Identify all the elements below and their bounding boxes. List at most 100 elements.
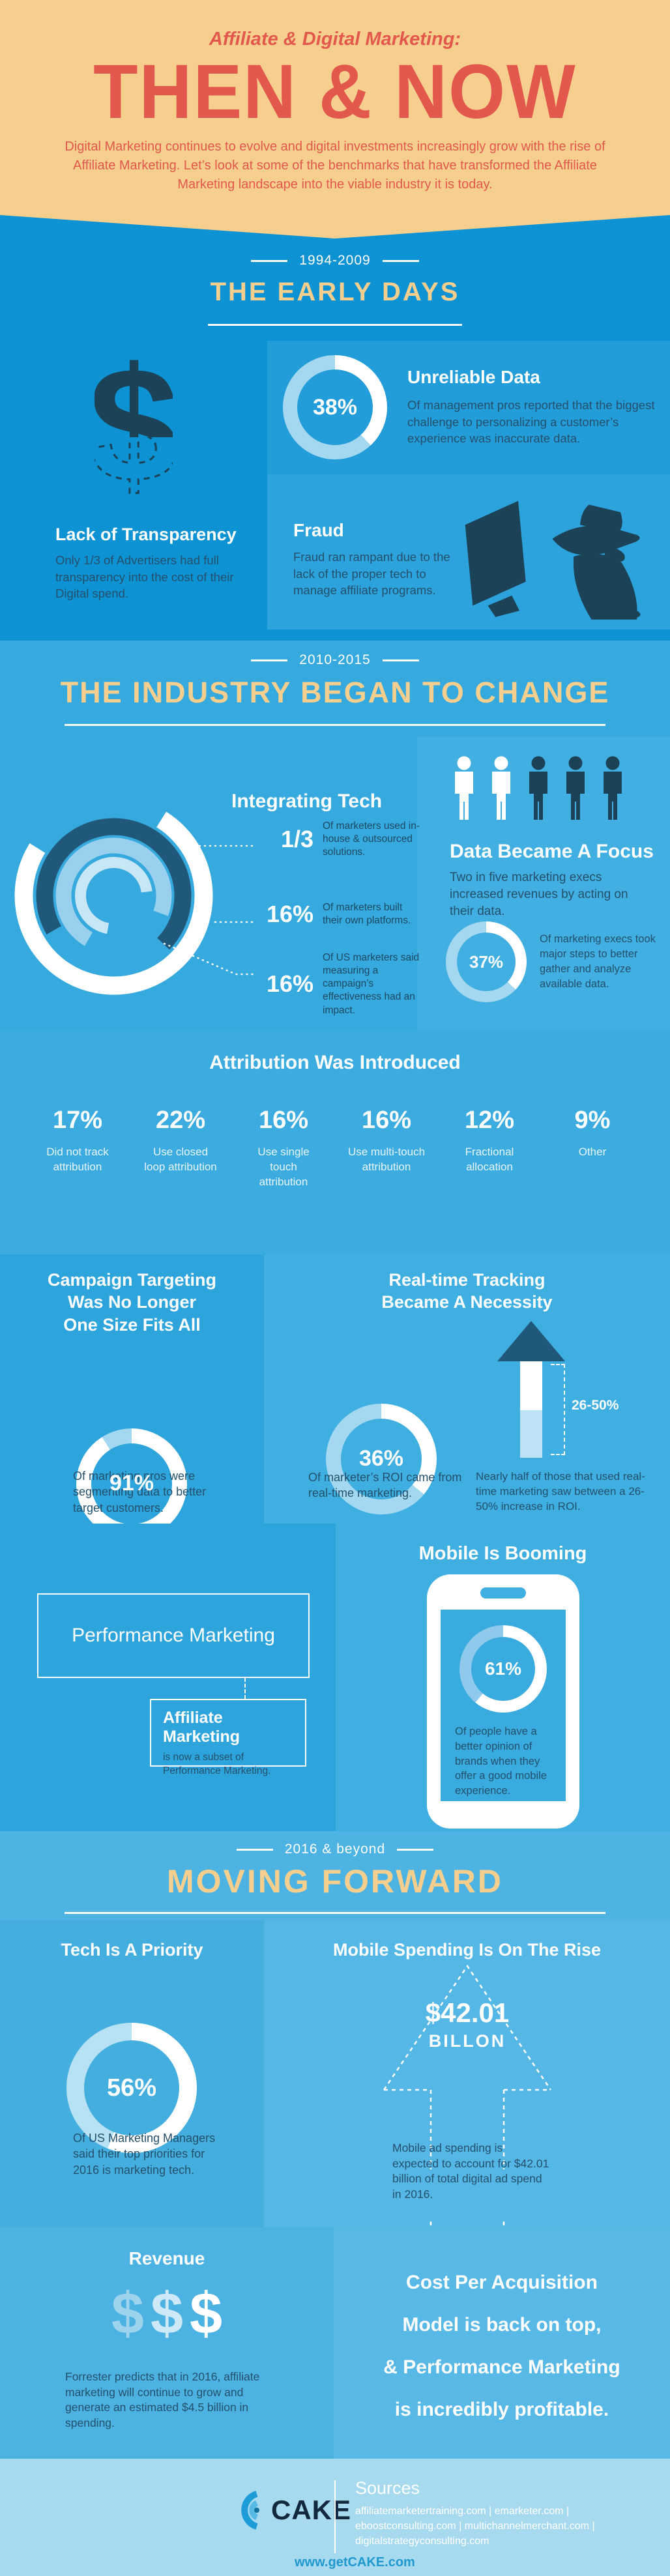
- stat-label: Other: [578, 1146, 607, 1158]
- attribution-stat: 16% Use single touch attribution: [232, 1107, 335, 1190]
- card-title: Mobile Spending Is On The Rise: [332, 1940, 602, 1960]
- people-icons: [450, 756, 627, 820]
- footer-divider: [334, 2480, 336, 2553]
- section-forward-header: 2016 & beyond MOVING FORWARD: [0, 1831, 670, 1920]
- mobile-spending-card: Mobile Spending Is On The Rise $42.01 BI…: [264, 1920, 670, 2227]
- arrow-range-label: 26-50%: [572, 1398, 619, 1413]
- statement-line: is incredibly profitable.: [394, 2399, 609, 2420]
- card-body: Of management pros reported that the big…: [407, 398, 655, 446]
- donut-campaign: 91%: [76, 1428, 187, 1539]
- donut-value: 91%: [109, 1471, 154, 1496]
- stat-label: Did not track attribution: [46, 1146, 109, 1173]
- person-icon: [529, 756, 547, 820]
- donut-caption: Of marketing pros were segmenting data t…: [73, 1469, 207, 1514]
- revenue-card: Revenue $ $ $ Forrester predicts that in 2…: [0, 2227, 334, 2459]
- stat-value: 16%: [266, 901, 313, 927]
- brand-logo: CAKE: [235, 2490, 351, 2530]
- footer: CAKE Sources affiliatemarketertraining.c…: [0, 2459, 670, 2576]
- performance-mobile-row: Performance Marketing Affiliate Marketin…: [0, 1524, 670, 1831]
- donut-caption: Of people have a better opinion of brand…: [455, 1726, 547, 1797]
- stat-text: Of US marketers said measuring a campaig…: [323, 952, 420, 1016]
- card-title: Unreliable Data: [407, 367, 540, 387]
- era-line-left: [236, 1848, 273, 1851]
- sources-block: Sources affiliatemarketertraining.com | …: [355, 2478, 595, 2549]
- card-title: Lack of Transparency: [55, 525, 237, 544]
- title-line: Was No Longer: [67, 1292, 196, 1312]
- donut-value: 61%: [484, 1658, 522, 1679]
- connector-dashed-line: [244, 1678, 246, 1699]
- donut-data-focus: 37%: [446, 921, 527, 1002]
- tech-priority-card: Tech Is A Priority 56% Of US Marketing M…: [0, 1920, 264, 2227]
- box-body: is now a subset of Performance Marketing…: [163, 1752, 271, 1777]
- spending-amount: $42.01 BILLON: [412, 1997, 523, 2051]
- donut-value: 37%: [469, 951, 504, 972]
- page-title: THEN & NOW: [93, 48, 577, 135]
- hero-intro: Digital Marketing continues to evolve an…: [65, 139, 605, 192]
- donut-caption: Of marketing execs took major steps to b…: [540, 933, 656, 990]
- donut-realtime: 36%: [326, 1403, 437, 1514]
- stat-value: 16%: [266, 970, 313, 998]
- stat-text: Of marketers built their own platforms.: [323, 901, 411, 926]
- card-title: Revenue: [128, 2248, 205, 2268]
- tech-spending-row: Tech Is A Priority 56% Of US Marketing M…: [0, 1920, 670, 2227]
- attribution-title: Attribution Was Introduced: [209, 1052, 461, 1073]
- performance-marketing-box: Performance Marketing: [37, 1593, 310, 1678]
- arrow-caption: Nearly half of those that used real-time…: [476, 1470, 645, 1512]
- attribution-stat: 22% Use closed loop attribution: [129, 1107, 232, 1190]
- stat-label: Use closed loop attribution: [144, 1146, 217, 1173]
- attribution-stats: 17% Did not track attribution 22% Use cl…: [0, 1107, 670, 1190]
- leader-lines: [163, 845, 254, 976]
- cpa-card: Cost Per Acquisition Model is back on to…: [334, 2227, 670, 2459]
- divider-rule: [65, 724, 605, 726]
- stat-row: 16% Of marketers built their own platfor…: [257, 901, 422, 928]
- arrow-head: [497, 1321, 565, 1361]
- svg-text:$: $: [95, 347, 173, 510]
- era-forward: 2016 & beyond: [0, 1842, 670, 1857]
- donut-caption: Of US Marketing Managers said their top …: [73, 2132, 216, 2177]
- website-link: www.getCAKE.com: [295, 2555, 415, 2569]
- stat-value: 16%: [258, 1107, 309, 1134]
- era-label: 2016 & beyond: [284, 1842, 386, 1857]
- cpa-statement: Cost Per Acquisition Model is back on to…: [334, 2227, 670, 2431]
- donut-value: 56%: [106, 2074, 157, 2102]
- attribution-stat: 12% Fractional allocation: [438, 1107, 541, 1190]
- era-line-left: [251, 259, 288, 262]
- hero-section: Affiliate & Digital Marketing: THEN & NO…: [0, 0, 670, 215]
- integrating-tech-title: Integrating Tech: [231, 790, 383, 812]
- donut-mobile: 61%: [459, 1625, 547, 1713]
- source-line: digitalstrategyconsulting.com: [355, 2536, 489, 2547]
- stat-row: 1/3 Of marketers used in-house & outsour…: [257, 820, 422, 859]
- stat-value: 1/3: [280, 826, 313, 853]
- dashed-up-arrow-icon: [383, 1964, 552, 2227]
- statement-line: Model is back on top,: [402, 2314, 602, 2336]
- arrow-shaft: [520, 1361, 542, 1458]
- stat-row: 16% Of US marketers said measuring a cam…: [257, 951, 422, 1017]
- section-title-change: THE INDUSTRY BEGAN TO CHANGE: [60, 676, 610, 709]
- fraudster-at-computer-icon: [465, 500, 641, 620]
- card-title: Mobile Is Booming: [418, 1543, 587, 1564]
- phone-speaker: [480, 1587, 526, 1599]
- title-line: One Size Fits All: [63, 1314, 201, 1335]
- mobile-booming-card: Mobile Is Booming 61% Of people have a b…: [336, 1524, 670, 1831]
- donut-caption: Of marketer’s ROI came from real-time ma…: [308, 1471, 462, 1500]
- donut-value: 38%: [312, 394, 358, 420]
- era-early: 1994-2009: [0, 215, 670, 268]
- spending-caption: Mobile ad spending is expected to accoun…: [392, 2141, 549, 2201]
- title-line: Real-time Tracking: [388, 1270, 546, 1290]
- revenue-caption: Forrester predicts that in 2016, affilia…: [65, 2370, 260, 2429]
- statement-line: Cost Per Acquisition: [406, 2272, 598, 2293]
- era-change: 2010-2015: [0, 652, 670, 668]
- card-title: Fraud: [293, 520, 344, 540]
- person-icon: [492, 756, 510, 820]
- data-focus-body: Two in five marketing execs increased re…: [450, 871, 628, 919]
- card-unreliable-data: 38% Unreliable Data Of management pros r…: [267, 341, 670, 474]
- divider-rule: [208, 324, 462, 326]
- era-line-right: [397, 1848, 434, 1851]
- donut-unreliable: 38%: [283, 355, 387, 459]
- card-body: Fraud ran rampant due to the lack of the…: [293, 550, 450, 598]
- sources-title: Sources: [355, 2478, 420, 2498]
- data-focus-donut-block: 37% Of marketing execs took major steps …: [446, 921, 670, 1002]
- source-line: eboostconsulting.com | multichannelmerch…: [355, 2521, 595, 2532]
- person-icon: [455, 756, 473, 820]
